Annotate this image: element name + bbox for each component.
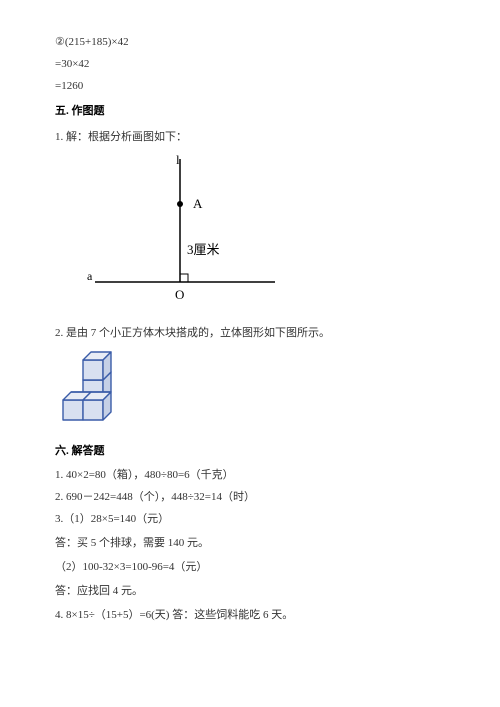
a6-3a: 3.（1）28×5=140（元） [55,510,445,526]
label-A: A [193,196,203,211]
point-A [177,201,183,207]
a6-4: 4. 8×15÷（15+5）=6(天) 答：这些饲料能吃 6 天。 [55,606,445,622]
label-l: l [176,154,180,167]
section-6-title: 六. 解答题 [55,442,445,458]
section-5-title: 五. 作图题 [55,102,445,118]
a6-3a-answer: 答：买 5 个排球，需要 140 元。 [55,534,445,550]
right-angle-mark [180,274,188,282]
figure-cubes [55,350,445,428]
figure-perpendicular: l A 3厘米 a O [85,154,445,312]
label-3cm: 3厘米 [187,242,220,257]
expr-line-2: =30×42 [55,58,445,70]
label-a: a [87,269,93,283]
expr-line-1: ②(215+185)×42 [55,35,445,48]
a6-3b: （2）100-32×3=100-96=4（元） [55,558,445,574]
a6-1: 1. 40×2=80（箱），480÷80=6（千克） [55,466,445,482]
a6-2: 2. 690－242=448（个），448÷32=14（时） [55,488,445,504]
q5-1-text: 1. 解：根据分析画图如下： [55,128,445,144]
q5-2-text: 2. 是由 7 个小正方体木块搭成的，立体图形如下图所示。 [55,324,445,340]
expr-line-3: =1260 [55,80,445,92]
a6-3b-answer: 答：应找回 4 元。 [55,582,445,598]
label-O: O [175,287,184,302]
